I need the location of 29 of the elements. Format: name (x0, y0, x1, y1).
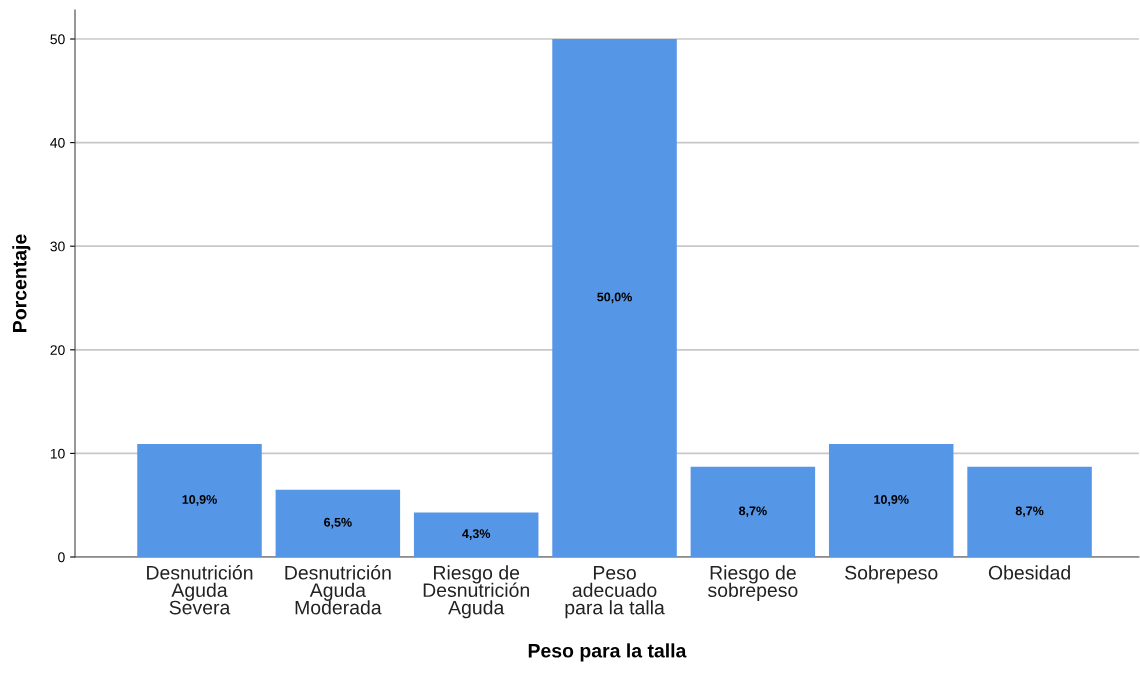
bar (275, 489, 401, 557)
x-tick-label: Riesgo de sobrepeso (708, 565, 798, 601)
data-label: 6,5% (324, 517, 352, 529)
data-label: 10,9% (874, 495, 909, 506)
x-tick-label: Desnutrición Aguda Severa (147, 565, 253, 615)
bar (690, 466, 816, 557)
bar (967, 466, 1092, 557)
y-tick-label: 50 (50, 34, 65, 45)
bar (552, 39, 677, 557)
data-label: 10,9% (182, 495, 217, 506)
y-tick-label: 40 (50, 137, 65, 148)
y-tick-label: 0 (58, 552, 65, 563)
x-tick-label: Desnutrición Aguda Moderada (285, 565, 391, 615)
bar (137, 444, 262, 557)
x-tick-label: Obesidad (988, 565, 1070, 580)
x-tick-label: Riesgo de Desnutrición Aguda (423, 565, 529, 619)
y-axis-title: Porcentaje (12, 234, 31, 332)
data-label: 8,7% (1015, 506, 1044, 518)
data-label: 8,7% (739, 506, 767, 518)
bar (413, 512, 539, 557)
bar (828, 444, 954, 557)
y-tick-label: 10 (50, 448, 65, 459)
y-tick-label: 20 (50, 345, 65, 355)
data-label: 4,3% (462, 529, 491, 540)
y-tick-label: 30 (50, 241, 65, 252)
x-tick-label: Peso adecuado para la talla (565, 566, 665, 619)
data-label: 50,0% (597, 292, 632, 304)
x-axis-title: Peso para la talla (528, 643, 687, 662)
x-tick-label: Sobrepeso (845, 565, 938, 584)
